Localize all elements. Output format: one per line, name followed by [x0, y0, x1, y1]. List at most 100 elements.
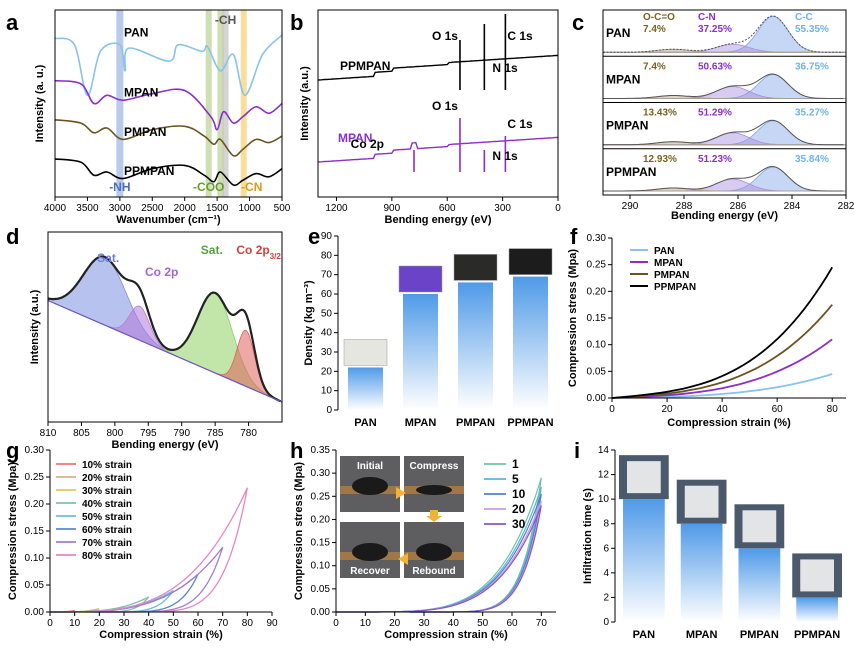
- legend-label: 50% strain: [82, 512, 132, 523]
- y-tick-label: 20: [321, 366, 333, 377]
- x-tick-label: 2000: [174, 203, 197, 214]
- x-tick-label: 30: [118, 618, 130, 629]
- x-tick-label: 60: [192, 618, 204, 629]
- sample-surface: [800, 559, 834, 592]
- peak-label: Sat.: [201, 243, 223, 257]
- baseline: [47, 299, 283, 403]
- y-tick-label: 0.05: [25, 580, 45, 591]
- row-label: PPMPAN: [606, 165, 656, 179]
- x-tick-label: 780: [240, 428, 257, 439]
- x-tick-label: 1500: [206, 203, 229, 214]
- x-tick-label: 805: [73, 428, 90, 439]
- x-tick-label: 500: [274, 203, 291, 214]
- bar: [623, 499, 665, 622]
- y-tick-label: 80: [321, 250, 333, 261]
- x-tick-label: 4000: [44, 203, 67, 214]
- x-tick-label: PAN: [354, 417, 376, 429]
- bar: [738, 548, 781, 622]
- sample-photo: [343, 339, 388, 366]
- y-tick-label: 8: [603, 519, 609, 530]
- y-tick-label: 30: [321, 347, 333, 358]
- component-label: C-C: [795, 12, 813, 23]
- y-axis-label: Compression stress (Mpa): [293, 462, 305, 600]
- y-tick-label: 0.20: [25, 499, 45, 510]
- plot-frame: [54, 9, 283, 198]
- x-tick-label: 80: [242, 618, 254, 629]
- c-c-percent: 35.27%: [795, 108, 829, 119]
- y-tick-label: 10: [321, 386, 333, 397]
- inset-label: Compress: [410, 461, 459, 472]
- x-tick-label: PPMPAN: [794, 629, 840, 641]
- legend-label: 1: [512, 457, 519, 471]
- x-axis-label: Compression strain (%): [384, 629, 508, 641]
- y-tick-label: 0.15: [25, 526, 45, 537]
- y-tick-label: 0.30: [311, 468, 331, 479]
- fit-envelope: [603, 165, 844, 192]
- c-c-percent: 36.75%: [795, 61, 829, 72]
- bar: [796, 597, 838, 622]
- x-tick-label: 2500: [141, 203, 164, 214]
- y-axis-label: Compression stress (Mpa): [567, 249, 579, 387]
- bar: [458, 282, 493, 410]
- legend-label: 20: [512, 502, 526, 516]
- c-n-percent: 37.25%: [698, 24, 732, 35]
- x-tick-label: 90: [266, 618, 278, 629]
- x-tick-label: 286: [730, 201, 747, 212]
- bar: [348, 367, 383, 410]
- x-tick-label: 800: [107, 428, 124, 439]
- series-line: [611, 373, 833, 399]
- y-tick-label: 4: [603, 568, 609, 579]
- legend-label: MPAN: [654, 258, 683, 269]
- peak-label: Co 2p: [145, 265, 178, 279]
- o-c-o-percent: 7.4%: [643, 61, 666, 72]
- panel-letter: h: [290, 438, 303, 463]
- series-line: [611, 338, 833, 399]
- panel-b: PPMPAN MPAN O 1s C 1s N 1s O 1s C 1s N 1s Co 2p 1…: [290, 9, 561, 226]
- y-tick-label: 40: [321, 328, 333, 339]
- band-label: -NH: [109, 180, 130, 194]
- series-loop: [50, 487, 248, 613]
- x-tick-label: PPMPAN: [507, 417, 553, 429]
- series-label: PPMPAN: [340, 59, 390, 73]
- y-tick-label: 0.30: [25, 445, 45, 456]
- band-label: -CN: [241, 180, 262, 194]
- arrow-icon: [396, 487, 406, 499]
- inset-label: Rebound: [412, 566, 455, 577]
- sample-photo: [453, 254, 498, 281]
- legend-label: PPMPAN: [654, 282, 696, 293]
- x-axis-label: Compression strain (%): [667, 417, 791, 429]
- inset-label: Recover: [350, 566, 390, 577]
- x-tick-label: PMPAN: [740, 629, 779, 641]
- series-label: MPAN: [124, 86, 158, 100]
- x-tick-label: 1000: [238, 203, 261, 214]
- x-tick-label: 70: [217, 618, 229, 629]
- panel-h: 0 10 20 30 40 50 60 700.000.050.100.150.200.250…: [290, 438, 556, 641]
- legend-label: 5: [512, 472, 519, 486]
- o-c-o-percent: 12.93%: [643, 154, 677, 165]
- x-tick-label: 0: [47, 618, 53, 629]
- series-line: [54, 79, 283, 131]
- x-tick-label: PMPAN: [456, 417, 495, 429]
- peak-label: N 1s: [492, 61, 518, 75]
- bar: [680, 523, 723, 622]
- band-highlight: [205, 10, 212, 197]
- band-highlight: [116, 10, 124, 197]
- panel-letter: g: [6, 438, 19, 463]
- panel-i: PAN MPAN PMPAN PPMPAN 0 2 4 6 8 10 12 14 Infiltratio…: [574, 438, 842, 641]
- x-tick-label: 40: [448, 618, 460, 629]
- y-tick-label: 90: [321, 231, 333, 242]
- y-axis-label: Infiltration time (s): [582, 488, 594, 584]
- y-tick-label: 0.00: [25, 607, 45, 618]
- y-tick-label: 60: [321, 289, 333, 300]
- y-tick-label: 14: [598, 445, 610, 456]
- x-tick-label: 60: [772, 404, 784, 415]
- series-line: [611, 266, 833, 399]
- arrow-icon: [398, 553, 408, 565]
- y-tick-label: 0.10: [311, 561, 331, 572]
- legend-label: 10% strain: [82, 460, 132, 471]
- series-line: [317, 136, 559, 163]
- panel-e: PAN MPAN PMPAN PPMPAN 0 10 20 30 40 50 60 70 80 90 Den…: [303, 224, 554, 429]
- panel-letter: d: [6, 224, 19, 249]
